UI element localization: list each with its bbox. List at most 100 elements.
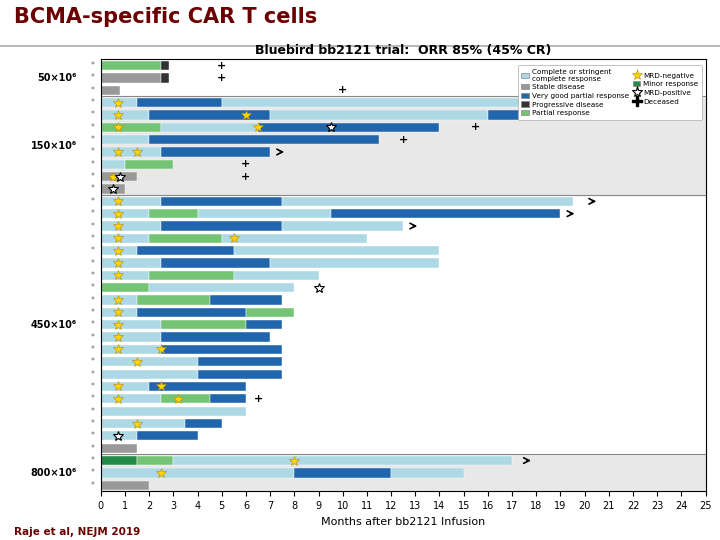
Bar — [161, 221, 282, 231]
Bar — [101, 135, 149, 144]
Bar — [149, 283, 294, 292]
Bar — [282, 197, 572, 206]
Bar — [294, 468, 391, 477]
Text: *: * — [91, 86, 95, 94]
Text: *: * — [91, 345, 95, 354]
Bar — [161, 345, 282, 354]
Bar — [391, 468, 464, 477]
Bar — [101, 308, 137, 317]
Bar — [101, 246, 137, 255]
Text: *: * — [91, 259, 95, 267]
Text: 800×10⁶: 800×10⁶ — [30, 468, 76, 478]
Text: *: * — [91, 209, 95, 218]
Bar — [101, 221, 161, 231]
Bar — [197, 357, 282, 367]
Bar — [137, 98, 222, 107]
Bar — [101, 468, 294, 477]
Bar — [101, 259, 161, 268]
Bar — [101, 419, 186, 428]
Bar — [186, 419, 222, 428]
Text: *: * — [91, 73, 95, 83]
Bar — [161, 394, 210, 403]
Bar — [488, 110, 645, 119]
Text: *: * — [91, 394, 95, 403]
Bar — [149, 135, 379, 144]
Text: +: + — [217, 60, 226, 71]
Bar — [101, 357, 197, 367]
Legend: Complete or stringent
complete response, Stable disease, Very good partial respo: Complete or stringent complete response,… — [518, 65, 702, 120]
Text: *: * — [91, 468, 95, 477]
Bar — [234, 246, 439, 255]
Bar — [101, 73, 161, 83]
Text: *: * — [91, 61, 95, 70]
Bar — [149, 382, 246, 391]
Text: *: * — [91, 98, 95, 107]
Text: *: * — [91, 295, 95, 305]
Bar — [101, 394, 161, 403]
Text: *: * — [91, 234, 95, 243]
Text: *: * — [91, 284, 95, 292]
Text: *: * — [91, 370, 95, 379]
Bar — [137, 246, 234, 255]
Bar — [101, 61, 161, 70]
Bar — [101, 382, 149, 391]
Text: *: * — [91, 320, 95, 329]
Text: +: + — [217, 73, 226, 83]
Text: *: * — [91, 185, 95, 193]
Text: *: * — [91, 333, 95, 342]
Bar — [101, 197, 161, 206]
Bar — [234, 271, 318, 280]
Bar — [161, 123, 258, 132]
Text: *: * — [91, 197, 95, 206]
Bar — [222, 98, 670, 107]
Text: *: * — [91, 382, 95, 391]
Bar — [101, 271, 149, 280]
Text: BCMA-specific CAR T cells: BCMA-specific CAR T cells — [14, 7, 318, 28]
Bar — [101, 97, 706, 195]
Text: *: * — [91, 444, 95, 453]
Bar — [137, 431, 197, 441]
Bar — [101, 110, 149, 119]
Bar — [101, 86, 120, 95]
Bar — [101, 454, 706, 491]
Bar — [210, 394, 246, 403]
Bar — [101, 481, 149, 490]
Bar — [101, 59, 706, 97]
Text: +: + — [253, 394, 263, 404]
Text: 450×10⁶: 450×10⁶ — [30, 320, 76, 330]
Bar — [101, 295, 137, 305]
Bar — [101, 160, 125, 169]
Bar — [270, 259, 439, 268]
Text: *: * — [91, 407, 95, 416]
Bar — [101, 234, 149, 243]
Text: *: * — [91, 123, 95, 132]
Bar — [101, 456, 137, 465]
Text: 50×10⁶: 50×10⁶ — [37, 73, 76, 83]
Text: *: * — [91, 419, 95, 428]
Bar — [101, 407, 246, 416]
Text: +: + — [241, 159, 251, 170]
Bar — [330, 209, 560, 218]
Bar — [101, 209, 149, 218]
X-axis label: Months after bb2121 Infusion: Months after bb2121 Infusion — [321, 517, 485, 526]
Bar — [161, 320, 246, 329]
Bar — [101, 98, 137, 107]
Bar — [101, 333, 161, 342]
Bar — [101, 369, 197, 379]
Bar — [197, 369, 282, 379]
Bar — [161, 147, 270, 157]
Text: Raje et al, NEJM 2019: Raje et al, NEJM 2019 — [14, 527, 140, 537]
Text: *: * — [91, 246, 95, 255]
Bar — [246, 320, 282, 329]
Bar — [161, 197, 282, 206]
Bar — [101, 443, 137, 453]
Bar — [101, 431, 137, 441]
Bar — [101, 345, 161, 354]
Bar — [137, 456, 174, 465]
Bar — [210, 295, 282, 305]
Bar — [101, 283, 149, 292]
Text: *: * — [91, 357, 95, 366]
Bar — [101, 123, 161, 132]
Bar — [101, 184, 125, 194]
Text: +: + — [338, 85, 347, 95]
